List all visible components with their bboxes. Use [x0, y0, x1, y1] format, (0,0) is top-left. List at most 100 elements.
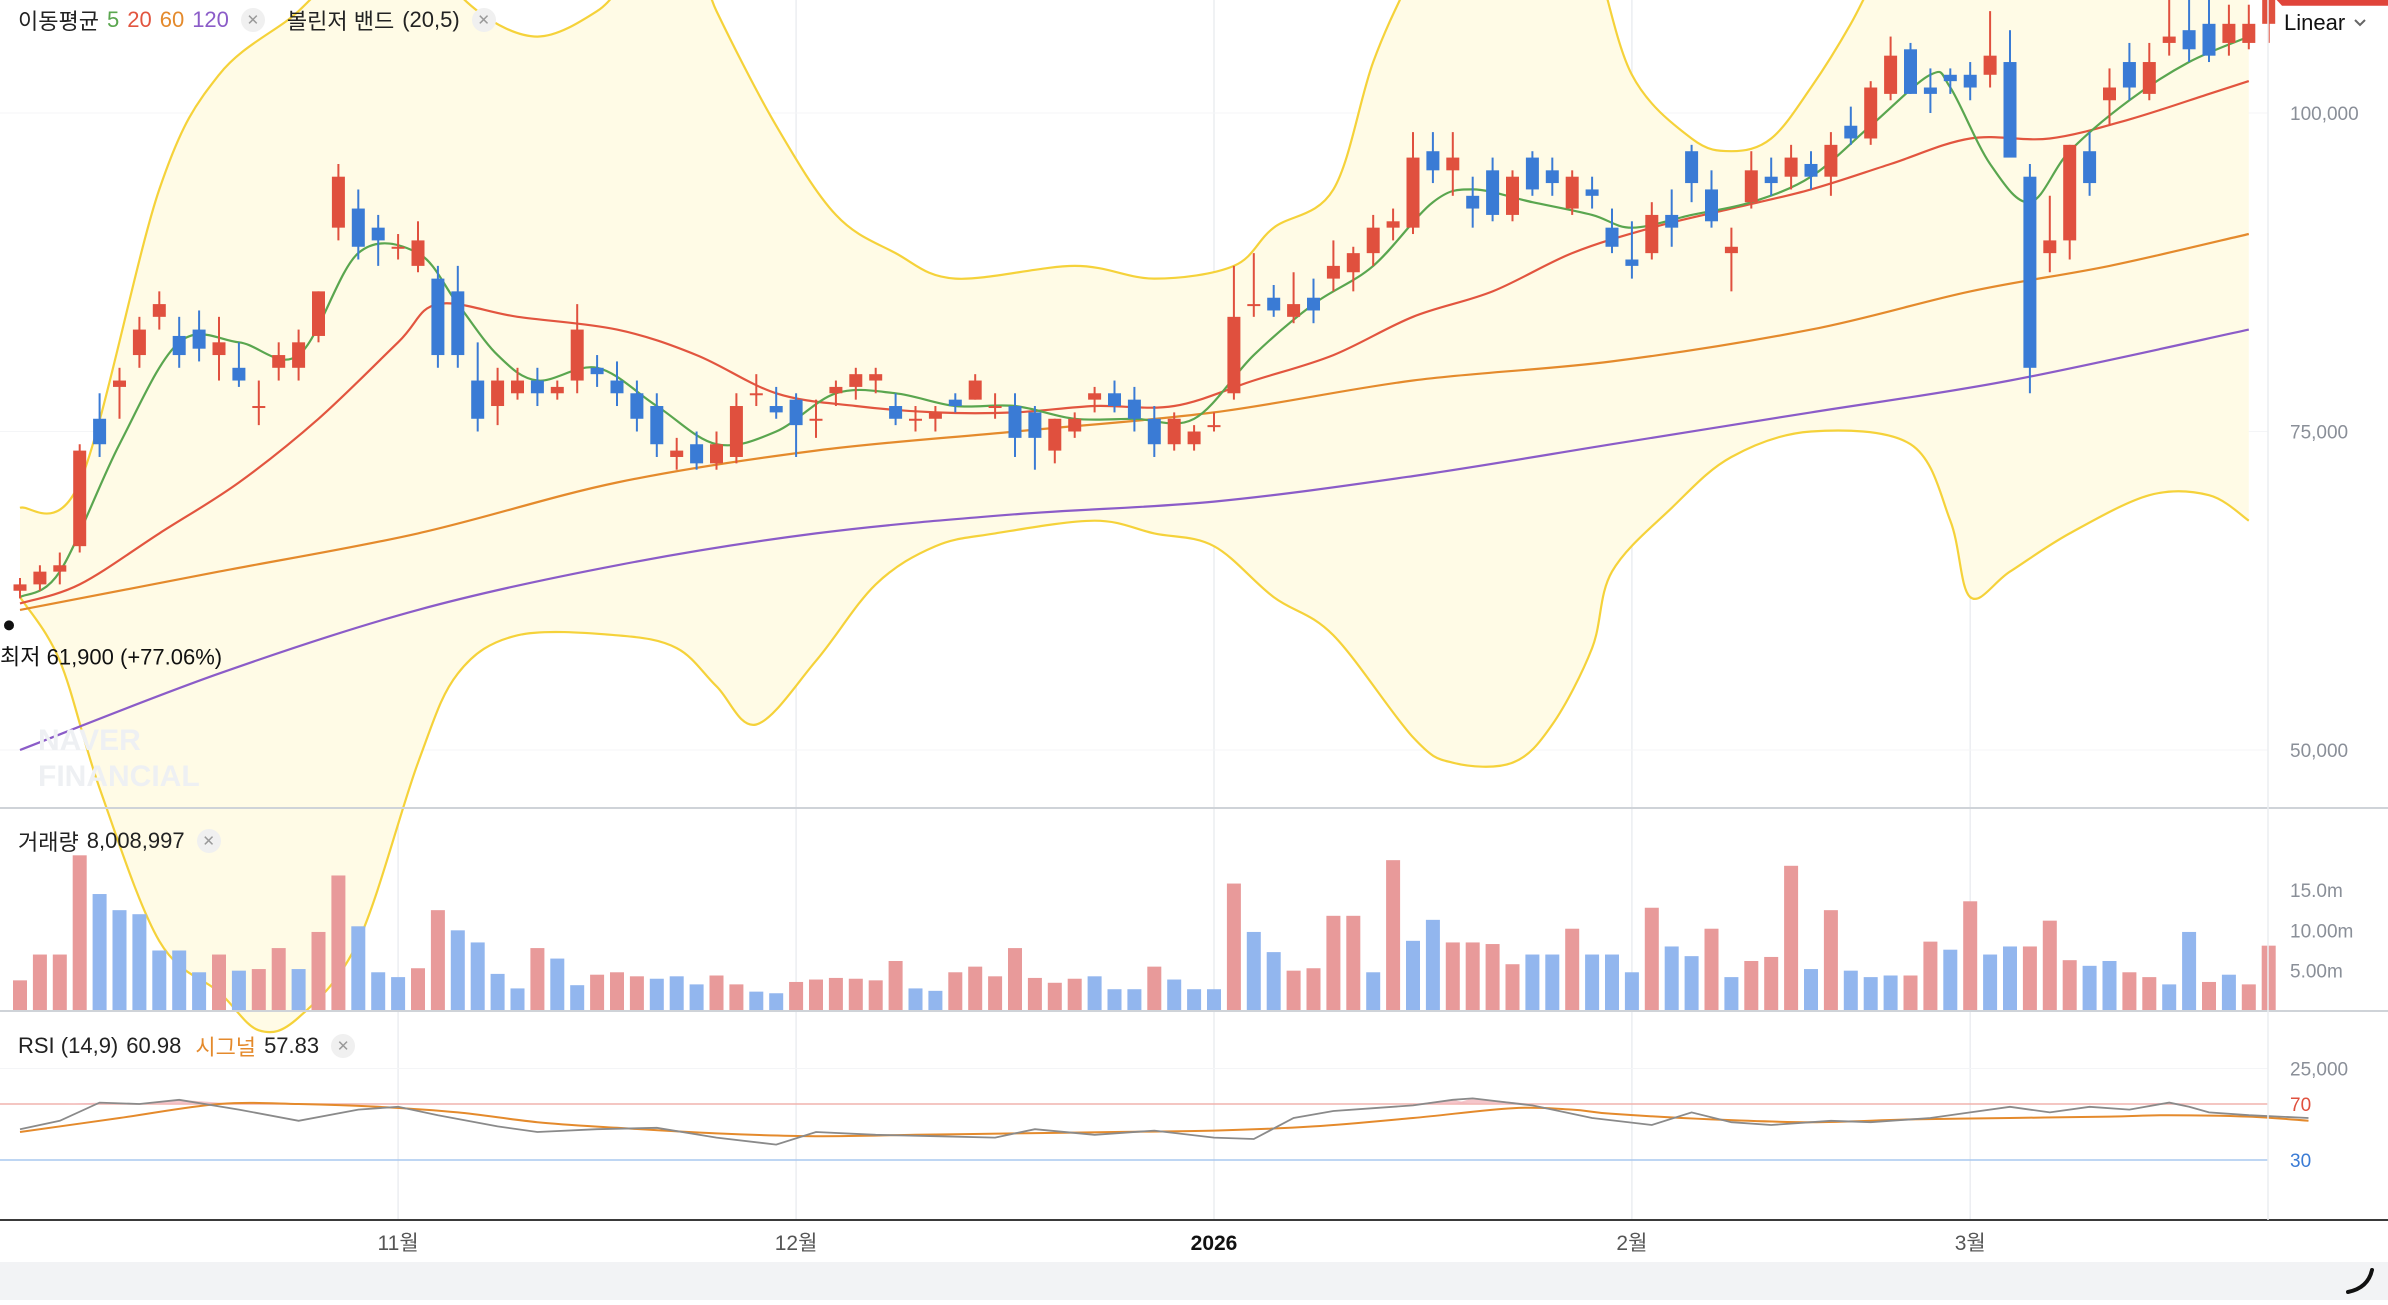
candle-body: [1784, 157, 1798, 177]
volume-bar: [2102, 960, 2117, 1011]
volume-bar: [2241, 984, 2256, 1011]
volume-bar: [112, 910, 127, 1011]
volume-legend: 거래량 8,008,997 ✕: [18, 825, 221, 857]
volume-bar: [450, 930, 465, 1011]
volume-bar: [530, 948, 545, 1011]
volume-bar: [1346, 915, 1361, 1011]
volume-bar: [689, 984, 704, 1011]
ma-legend-label: 이동평균: [18, 9, 99, 34]
volume-bar: [868, 980, 883, 1011]
volume-bar: [1067, 978, 1082, 1011]
rsi-lines: [0, 1097, 2309, 1161]
volume-bar: [908, 988, 923, 1011]
x-axis-tick: 12월: [775, 1232, 818, 1255]
candle-body: [511, 380, 524, 394]
volume-bar: [570, 985, 585, 1011]
volume-bar: [1445, 942, 1460, 1011]
volume-bar: [1724, 977, 1739, 1011]
volume-bar: [1406, 940, 1420, 1011]
volume-bar: [311, 931, 326, 1011]
candle-body: [1565, 176, 1579, 209]
volume-bar: [2162, 984, 2177, 1011]
candle-body: [2043, 240, 2057, 254]
candle-body: [1983, 55, 1997, 75]
volume-legend-value: 8,008,997: [86, 828, 185, 853]
volume-axis-tick: 10.00m: [2290, 921, 2353, 942]
chart-footer-bar: [0, 1262, 2388, 1300]
candle-body: [252, 406, 266, 409]
volume-bar: [1843, 970, 1858, 1011]
candle-body: [928, 412, 942, 419]
volume-bar: [212, 954, 226, 1011]
candle-body: [371, 227, 385, 241]
candle-body: [1326, 265, 1340, 279]
candle-body: [2003, 62, 2017, 158]
volume-bar: [1863, 977, 1878, 1011]
ma20-line: [19, 80, 2250, 605]
low-marker-dot: [4, 620, 14, 631]
volume-bar: [590, 974, 605, 1011]
volume-bar: [1326, 915, 1341, 1011]
volume-remove-button[interactable]: ✕: [196, 829, 221, 853]
volume-bar: [610, 972, 624, 1011]
volume-bar: [709, 975, 724, 1011]
candle-body: [1904, 49, 1917, 94]
volume-bar: [749, 991, 764, 1011]
volume-bars: [13, 855, 2276, 1011]
volume-bar: [1963, 901, 1978, 1011]
bb-remove-button[interactable]: ✕: [471, 8, 496, 32]
candle-body: [1486, 170, 1500, 215]
candle-body: [690, 444, 704, 464]
candle-body: [630, 393, 644, 419]
volume-bar: [828, 977, 843, 1011]
volume-bar: [192, 972, 207, 1011]
volume-bar: [331, 875, 346, 1011]
candle-body: [849, 374, 863, 387]
volume-bar: [72, 855, 87, 1011]
candle-body: [2182, 30, 2196, 50]
price-axis-tick: 25,000: [2290, 1060, 2348, 1081]
candle-body: [1824, 144, 1838, 177]
candle-body: [2063, 144, 2077, 241]
volume-bar: [2003, 946, 2017, 1011]
volume-bar: [1008, 948, 1022, 1011]
volume-bar: [2082, 965, 2097, 1011]
candle-body: [1744, 170, 1758, 203]
price-axis-tick: 100,000: [2290, 104, 2359, 125]
candle-body: [1088, 393, 1102, 400]
rsi-legend: RSI (14,9) 60.98 시그널 57.83 ✕: [18, 1030, 356, 1062]
candle-body: [769, 406, 783, 413]
candle-body: [1884, 55, 1898, 94]
scale-dropdown[interactable]: Linear: [2284, 10, 2367, 36]
volume-bar: [1047, 982, 1062, 1011]
candle-body: [491, 380, 505, 407]
candle-body: [1366, 227, 1380, 254]
candle-body: [2023, 176, 2037, 368]
volume-bar: [2182, 931, 2197, 1011]
candle-body: [391, 246, 405, 249]
x-axis-tick: 11월: [378, 1232, 419, 1255]
candle-body: [2083, 151, 2097, 184]
volume-bar: [32, 954, 47, 1011]
candle-body: [889, 406, 903, 419]
current-price-tag: [2276, 0, 2388, 6]
volume-bar: [1565, 928, 1580, 1011]
rsi-remove-button[interactable]: ✕: [331, 1034, 356, 1058]
candlesticks: [13, 0, 2276, 599]
bb-legend-params: (20,5): [402, 7, 460, 32]
candle-body: [1287, 304, 1301, 317]
rsi-signal-label: 시그널: [195, 1035, 257, 1060]
candle-body: [650, 406, 664, 445]
candle-body: [1844, 125, 1858, 139]
volume-bar: [1903, 975, 1918, 1011]
candle-body: [909, 418, 922, 421]
ma-remove-button[interactable]: ✕: [240, 8, 265, 32]
candle-body: [948, 399, 962, 407]
candle-body: [1127, 399, 1141, 419]
resize-handle-icon[interactable]: [2342, 1262, 2382, 1298]
candle-body: [1466, 195, 1480, 209]
chevron-down-icon: [2353, 15, 2367, 31]
volume-bar: [649, 978, 664, 1011]
x-axis-tick: 3월: [1955, 1232, 1986, 1255]
